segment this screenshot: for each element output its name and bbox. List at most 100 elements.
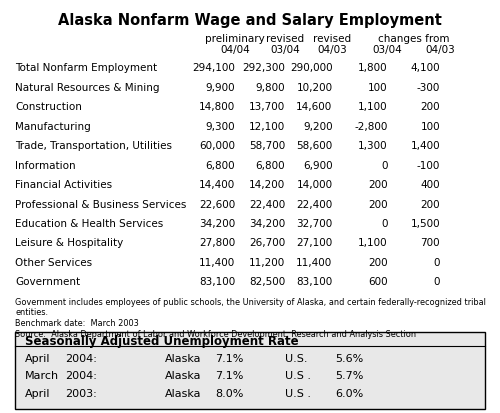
Text: 14,400: 14,400 [199, 180, 235, 190]
Text: 1,100: 1,100 [358, 238, 388, 248]
Text: 2003:: 2003: [65, 388, 97, 398]
Text: 100: 100 [368, 83, 388, 93]
Text: 03/04: 03/04 [270, 45, 300, 55]
Text: 11,400: 11,400 [296, 257, 333, 267]
Text: Total Nonfarm Employment: Total Nonfarm Employment [15, 63, 157, 73]
Text: 100: 100 [420, 121, 440, 131]
Text: Information: Information [15, 160, 76, 170]
Text: Alaska Nonfarm Wage and Salary Employment: Alaska Nonfarm Wage and Salary Employmen… [58, 13, 442, 28]
Text: changes from: changes from [378, 34, 450, 44]
Text: Construction: Construction [15, 102, 82, 112]
Text: 1,800: 1,800 [358, 63, 388, 73]
Text: Government includes employees of public schools, the University of Alaska, and c: Government includes employees of public … [15, 297, 486, 306]
Text: 10,200: 10,200 [296, 83, 332, 93]
Text: 200: 200 [420, 102, 440, 112]
Text: 4,100: 4,100 [410, 63, 440, 73]
Text: 1,100: 1,100 [358, 102, 388, 112]
Text: Alaska: Alaska [165, 370, 202, 380]
Text: -2,800: -2,800 [354, 121, 388, 131]
Text: April: April [25, 388, 50, 398]
Text: 1,300: 1,300 [358, 141, 388, 151]
Text: 34,200: 34,200 [249, 218, 285, 228]
Text: 1,400: 1,400 [410, 141, 440, 151]
Text: 6,800: 6,800 [206, 160, 235, 170]
Text: 200: 200 [420, 199, 440, 209]
Text: 2004:: 2004: [65, 353, 97, 363]
Text: entities.: entities. [15, 308, 48, 317]
Text: 22,400: 22,400 [296, 199, 333, 209]
Text: 7.1%: 7.1% [215, 353, 244, 363]
Text: 0: 0 [381, 160, 388, 170]
Text: 200: 200 [368, 199, 388, 209]
Text: Alaska: Alaska [165, 388, 202, 398]
Text: 14,600: 14,600 [296, 102, 333, 112]
Text: 11,200: 11,200 [249, 257, 285, 267]
Text: Government: Government [15, 277, 80, 287]
Text: 60,000: 60,000 [199, 141, 235, 151]
Text: 26,700: 26,700 [249, 238, 285, 248]
Text: 9,800: 9,800 [256, 83, 285, 93]
Text: 12,100: 12,100 [249, 121, 285, 131]
Text: Source:  Alaska Department of Labor and Workforce Development, Research and Anal: Source: Alaska Department of Labor and W… [15, 329, 416, 338]
Text: 8.0%: 8.0% [215, 388, 244, 398]
Text: Financial Activities: Financial Activities [15, 180, 112, 190]
Text: U.S.: U.S. [285, 353, 308, 363]
Text: 9,300: 9,300 [206, 121, 235, 131]
Text: 03/04: 03/04 [372, 45, 402, 55]
Text: 32,700: 32,700 [296, 218, 333, 228]
Text: 34,200: 34,200 [199, 218, 235, 228]
Text: 58,600: 58,600 [296, 141, 333, 151]
Text: 200: 200 [368, 257, 388, 267]
Text: 9,200: 9,200 [303, 121, 332, 131]
Text: March: March [25, 370, 59, 380]
Text: Leisure & Hospitality: Leisure & Hospitality [15, 238, 123, 248]
Text: 292,300: 292,300 [242, 63, 285, 73]
Text: 14,200: 14,200 [249, 180, 285, 190]
Text: -300: -300 [416, 83, 440, 93]
Text: 9,900: 9,900 [206, 83, 235, 93]
Text: 13,700: 13,700 [249, 102, 285, 112]
Text: 04/04: 04/04 [220, 45, 250, 55]
Text: Benchmark date:  March 2003: Benchmark date: March 2003 [15, 318, 139, 328]
Text: 2004:: 2004: [65, 370, 97, 380]
Text: Manufacturing: Manufacturing [15, 121, 91, 131]
Text: preliminary: preliminary [205, 34, 265, 44]
Text: Natural Resources & Mining: Natural Resources & Mining [15, 83, 160, 93]
Text: April: April [25, 353, 50, 363]
Text: 11,400: 11,400 [199, 257, 235, 267]
Text: 294,100: 294,100 [192, 63, 235, 73]
Text: Education & Health Services: Education & Health Services [15, 218, 163, 228]
Text: 600: 600 [368, 277, 388, 287]
Text: revised: revised [314, 34, 352, 44]
Text: 400: 400 [420, 180, 440, 190]
Text: 04/03: 04/03 [318, 45, 348, 55]
Text: 5.7%: 5.7% [335, 370, 364, 380]
Text: 14,000: 14,000 [296, 180, 332, 190]
Text: 27,800: 27,800 [199, 238, 235, 248]
Text: 0: 0 [381, 218, 388, 228]
Text: 04/03: 04/03 [425, 45, 455, 55]
Text: 82,500: 82,500 [249, 277, 285, 287]
Text: 6,900: 6,900 [303, 160, 332, 170]
Text: revised: revised [266, 34, 304, 44]
Text: U.S .: U.S . [285, 370, 311, 380]
Text: 200: 200 [368, 180, 388, 190]
Text: Professional & Business Services: Professional & Business Services [15, 199, 186, 209]
Text: 6,800: 6,800 [256, 160, 285, 170]
Text: 58,700: 58,700 [249, 141, 285, 151]
Text: Other Services: Other Services [15, 257, 92, 267]
Text: 7.1%: 7.1% [215, 370, 244, 380]
Text: 27,100: 27,100 [296, 238, 333, 248]
Text: 83,100: 83,100 [296, 277, 333, 287]
Text: 5.6%: 5.6% [335, 353, 363, 363]
Text: 0: 0 [434, 277, 440, 287]
Text: Seasonally Adjusted Unemployment Rate: Seasonally Adjusted Unemployment Rate [25, 335, 298, 347]
Text: 1,500: 1,500 [410, 218, 440, 228]
Text: Trade, Transportation, Utilities: Trade, Transportation, Utilities [15, 141, 172, 151]
Text: 83,100: 83,100 [199, 277, 235, 287]
Text: Alaska: Alaska [165, 353, 202, 363]
Text: 6.0%: 6.0% [335, 388, 363, 398]
Text: 700: 700 [420, 238, 440, 248]
Text: 22,400: 22,400 [249, 199, 285, 209]
Text: 14,800: 14,800 [199, 102, 235, 112]
